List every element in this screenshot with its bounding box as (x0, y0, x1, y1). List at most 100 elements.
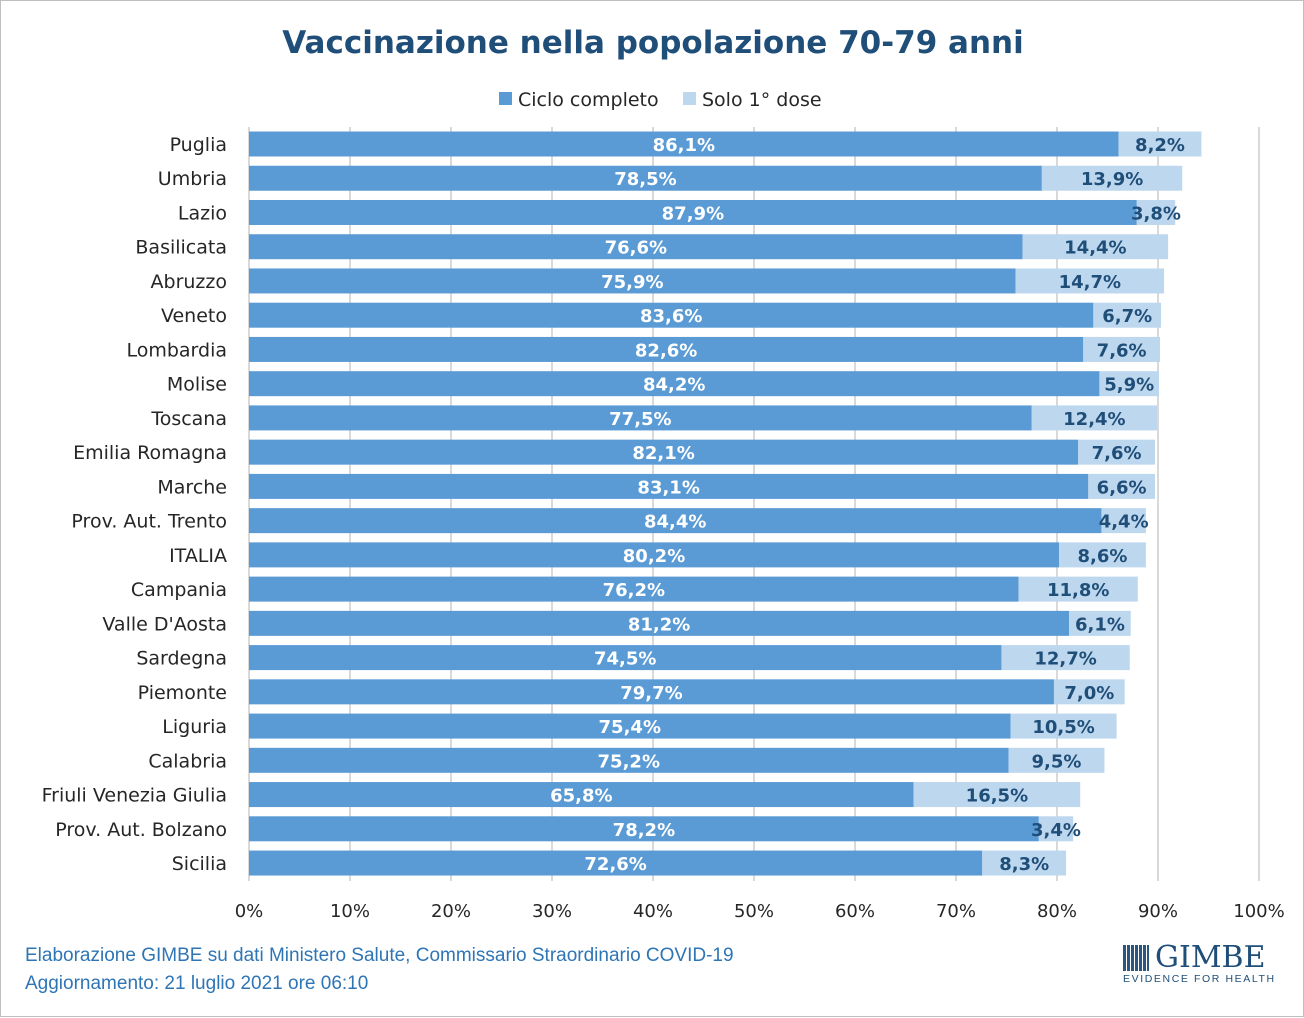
x-tick-label: 10% (330, 901, 370, 922)
x-tick-label: 0% (235, 901, 264, 922)
bar-solo-prima-dose (1053, 679, 1125, 705)
category-label: Lazio (178, 202, 227, 224)
legend-swatch (499, 92, 512, 105)
category-label: Lombardia (126, 339, 227, 361)
bar-ciclo-completo (249, 782, 914, 808)
bar-ciclo-completo (249, 199, 1137, 225)
data-label: 7,6% (1097, 340, 1147, 361)
category-label: Campania (131, 579, 227, 601)
category-label: Prov. Aut. Bolzano (55, 819, 227, 841)
category-label: ITALIA (169, 545, 227, 567)
bar-solo-prima-dose (1041, 165, 1183, 191)
data-label: 3,4% (1031, 820, 1081, 841)
data-label: 65,8% (550, 786, 612, 807)
data-label: 82,6% (635, 340, 697, 361)
x-tick-label: 60% (835, 901, 875, 922)
bar-ciclo-completo (249, 302, 1094, 328)
data-label: 10,5% (1032, 717, 1094, 738)
bar-ciclo-completo (249, 576, 1019, 602)
update-note: Aggiornamento: 21 luglio 2021 ore 06:10 (25, 973, 369, 994)
data-label: 84,4% (644, 512, 706, 533)
data-label: 16,5% (966, 786, 1028, 807)
bar-ciclo-completo (249, 713, 1011, 739)
category-label: Basilicata (135, 237, 227, 259)
category-label: Veneto (161, 305, 227, 327)
bar-solo-prima-dose (1059, 542, 1146, 568)
category-labels: Puglia Umbria Lazio Basilicata Abruzzo Veneto… (42, 134, 227, 875)
bar-ciclo-completo (249, 405, 1032, 431)
data-label: 12,7% (1034, 649, 1096, 670)
bar-solo-prima-dose (1099, 371, 1160, 397)
bar-solo-prima-dose (1093, 302, 1162, 328)
x-tick-label: 90% (1138, 901, 1178, 922)
bar-ciclo-completo (249, 473, 1089, 499)
data-label: 5,9% (1104, 375, 1154, 396)
legend-label: Ciclo completo (518, 89, 659, 111)
category-label: Friuli Venezia Giulia (42, 785, 227, 807)
logo-name: GIMBE (1155, 940, 1266, 975)
data-label: 82,1% (632, 443, 694, 464)
category-label: Sardegna (136, 648, 227, 670)
category-label: Marche (157, 476, 227, 498)
category-label: Molise (167, 374, 227, 396)
bar-ciclo-completo (249, 268, 1016, 294)
bar-solo-prima-dose (1008, 747, 1105, 773)
legend-label: Solo 1° dose (702, 89, 822, 111)
data-label: 79,7% (620, 683, 682, 704)
data-label: 6,1% (1075, 614, 1125, 635)
bar-ciclo-completo (249, 816, 1039, 842)
bar-solo-prima-dose (1083, 336, 1161, 362)
source-note: Elaborazione GIMBE su dati Ministero Sal… (25, 945, 734, 966)
chart-title: Vaccinazione nella popolazione 70-79 ann… (282, 25, 1024, 61)
category-label: Prov. Aut. Trento (71, 511, 227, 533)
bar-ciclo-completo (249, 645, 1002, 671)
data-label: 3,8% (1131, 203, 1181, 224)
bar-ciclo-completo (249, 610, 1070, 636)
data-label: 75,9% (601, 272, 663, 293)
data-label: 14,4% (1064, 238, 1126, 259)
data-label: 9,5% (1032, 751, 1082, 772)
bar-solo-prima-dose (1010, 713, 1117, 739)
x-tick-label: 40% (633, 901, 673, 922)
category-label: Emilia Romagna (73, 442, 227, 464)
bar-solo-prima-dose (1022, 234, 1169, 260)
data-label: 8,2% (1135, 135, 1185, 156)
data-label: 81,2% (628, 614, 690, 635)
bar-solo-prima-dose (1038, 816, 1074, 842)
bar-solo-prima-dose (1069, 610, 1131, 636)
bar-ciclo-completo (249, 542, 1060, 568)
bar-solo-prima-dose (1015, 268, 1165, 294)
bar-ciclo-completo (249, 747, 1009, 773)
bar-solo-prima-dose (1018, 576, 1138, 602)
bar-solo-prima-dose (1088, 473, 1155, 499)
bar-solo-prima-dose (1136, 199, 1176, 225)
data-label: 14,7% (1059, 272, 1121, 293)
data-label: 11,8% (1047, 580, 1109, 601)
x-tick-label: 30% (532, 901, 572, 922)
gimbe-logo: GIMBE EVIDENCE FOR HEALTH (1123, 943, 1276, 985)
logo-tagline: EVIDENCE FOR HEALTH (1123, 973, 1276, 985)
bar-ciclo-completo (249, 165, 1042, 191)
data-label: 4,4% (1099, 512, 1149, 533)
data-label: 8,6% (1077, 546, 1127, 567)
category-label: Piemonte (138, 682, 227, 704)
data-label: 78,2% (613, 820, 675, 841)
bar-solo-prima-dose (1078, 439, 1155, 465)
data-label: 74,5% (594, 649, 656, 670)
data-label: 78,5% (614, 169, 676, 190)
data-label: 72,6% (584, 854, 646, 875)
data-label: 84,2% (643, 375, 705, 396)
data-label: 13,9% (1081, 169, 1143, 190)
data-label: 6,7% (1102, 306, 1152, 327)
bar-ciclo-completo (249, 508, 1102, 534)
category-label: Liguria (162, 716, 227, 738)
data-label: 76,2% (603, 580, 665, 601)
bar-ciclo-completo (249, 679, 1054, 705)
data-label: 75,2% (598, 751, 660, 772)
data-label: 76,6% (605, 238, 667, 259)
category-label: Puglia (170, 134, 227, 156)
bar-solo-prima-dose (1101, 508, 1146, 534)
bar-ciclo-completo (249, 336, 1084, 362)
logo-grid-icon (1123, 945, 1149, 971)
